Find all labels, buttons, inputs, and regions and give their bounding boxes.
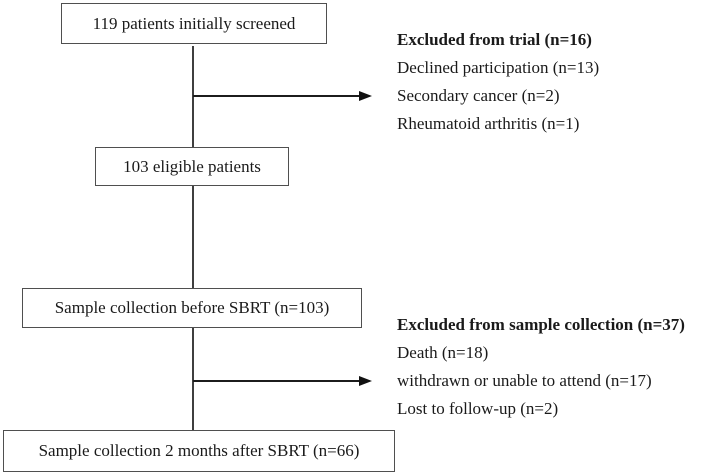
connector-line-eligible-to-before <box>192 186 194 288</box>
exclusion-arrow-trial <box>193 90 372 102</box>
exclusion-item: Secondary cancer (n=2) <box>397 86 560 105</box>
flow-box-initially-screened: 119 patients initially screened <box>61 3 327 44</box>
arrow-shaft <box>193 380 359 382</box>
connector-line-before-to-after <box>192 328 194 430</box>
flow-box-sample-before-sbrt: Sample collection before SBRT (n=103) <box>22 288 362 328</box>
exclusion-item: Rheumatoid arthritis (n=1) <box>397 114 580 133</box>
exclusion-item: withdrawn or unable to attend (n=17) <box>397 371 652 390</box>
arrowhead-icon <box>359 91 372 101</box>
exclusion-block-sample-collection: Excluded from sample collection (n=37) D… <box>397 311 685 423</box>
exclusion-block-trial: Excluded from trial (n=16) Declined part… <box>397 26 599 138</box>
exclusion-item: Declined participation (n=13) <box>397 58 600 77</box>
exclusion-item: Death (n=18) <box>397 343 489 362</box>
flow-box-eligible-patients: 103 eligible patients <box>95 147 289 186</box>
flow-box-sample-after-sbrt: Sample collection 2 months after SBRT (n… <box>3 430 395 472</box>
exclusion-heading: Excluded from sample collection (n=37) <box>397 315 685 334</box>
exclusion-item: Lost to follow-up (n=2) <box>397 399 559 418</box>
arrow-shaft <box>193 95 359 97</box>
exclusion-arrow-sample-collection <box>193 375 372 387</box>
exclusion-heading: Excluded from trial (n=16) <box>397 30 592 49</box>
connector-line-screened-to-eligible <box>192 46 194 147</box>
arrowhead-icon <box>359 376 372 386</box>
